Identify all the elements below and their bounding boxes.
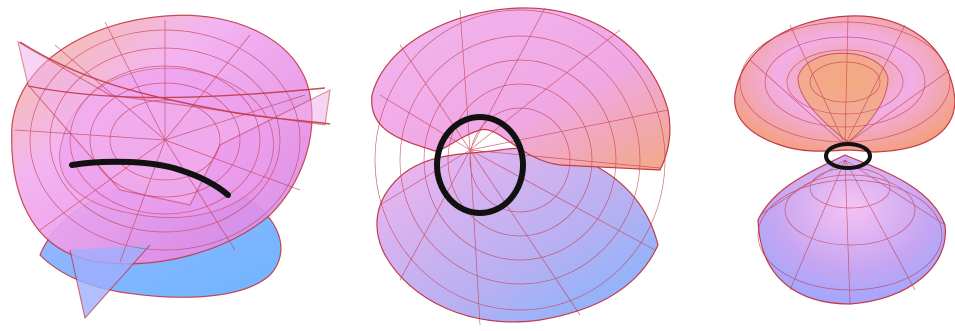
panel-left: [11, 14, 331, 320]
saddle-ribbon-surface: [11, 14, 331, 320]
catenoid-like-surface: [734, 15, 955, 305]
black-ring-middle: [434, 114, 526, 216]
panel-middle: [371, 7, 671, 326]
helicoidal-sheet-surface: [371, 7, 671, 326]
black-ring-right: [824, 142, 872, 170]
panel-right: [734, 15, 955, 305]
black-curve-left: [69, 158, 231, 198]
